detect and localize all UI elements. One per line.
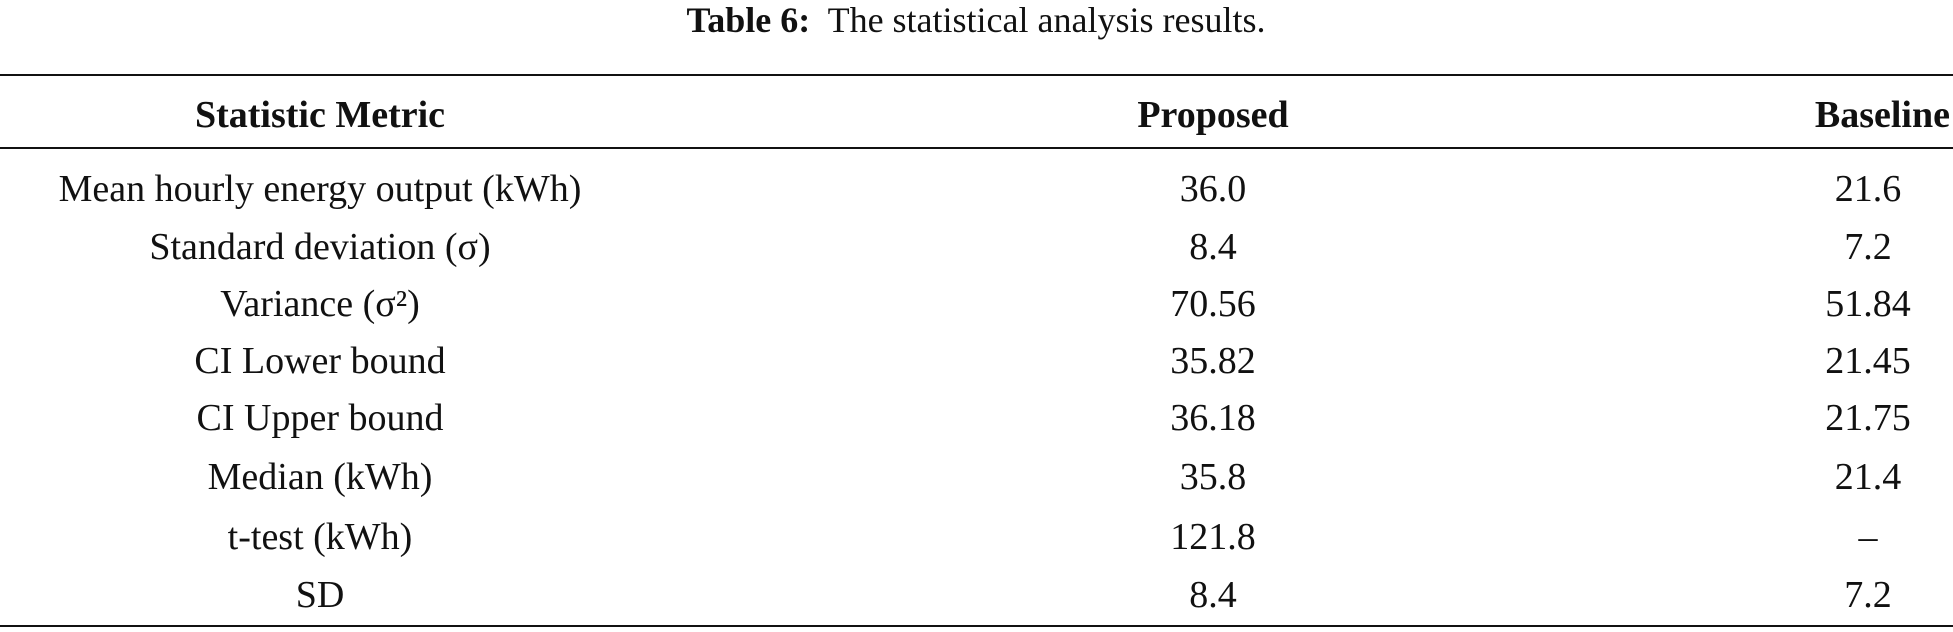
row-label: t-test (kWh) xyxy=(227,516,413,558)
cell-value: 121.8 xyxy=(1170,516,1256,558)
cell-value: 7.2 xyxy=(1844,574,1892,616)
row-label: Median (kWh) xyxy=(207,456,433,498)
cell-value: 51.84 xyxy=(1825,283,1911,325)
row-label: CI Upper bound xyxy=(196,397,444,439)
row-label: CI Lower bound xyxy=(194,340,446,382)
row-label: Mean hourly energy output (kWh) xyxy=(58,168,582,210)
bottom-rule xyxy=(0,625,1953,627)
cell-value: 36.0 xyxy=(1179,168,1247,210)
caption-label: Table 6: xyxy=(686,0,811,40)
cell-value: 35.82 xyxy=(1170,340,1256,382)
column-header: Statistic Metric xyxy=(194,94,446,136)
cell-value: – xyxy=(1858,516,1878,558)
cell-value: 70.56 xyxy=(1170,283,1256,325)
cell-value: 21.6 xyxy=(1834,168,1902,210)
cell-value: 8.4 xyxy=(1189,574,1237,616)
cell-value: 35.8 xyxy=(1179,456,1247,498)
cell-value: 21.45 xyxy=(1825,340,1911,382)
row-label: Variance (σ²) xyxy=(220,283,420,325)
cell-value: 8.4 xyxy=(1189,226,1237,268)
column-header: Baseline xyxy=(1814,94,1950,136)
header-rule xyxy=(0,147,1953,149)
cell-value: 36.18 xyxy=(1170,397,1256,439)
column-header: Proposed xyxy=(1137,94,1289,136)
caption-text: The statistical analysis results. xyxy=(827,0,1266,40)
row-label: SD xyxy=(295,574,345,616)
cell-value: 21.4 xyxy=(1834,456,1902,498)
row-label: Standard deviation (σ) xyxy=(149,226,491,268)
cell-value: 21.75 xyxy=(1825,397,1911,439)
cell-value: 7.2 xyxy=(1844,226,1892,268)
table-caption: Table 6: The statistical analysis result… xyxy=(687,2,1266,38)
top-rule xyxy=(0,74,1953,76)
